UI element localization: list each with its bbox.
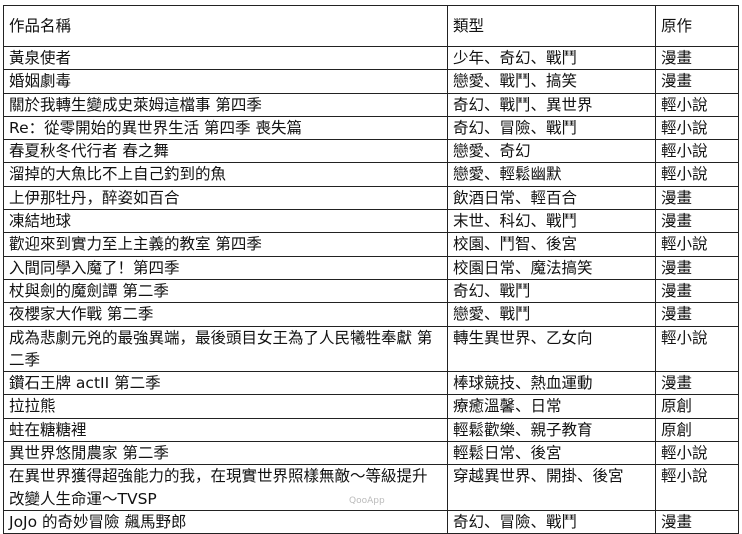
- table-row: Re：從零開始的異世界生活 第四季 喪失篇 奇幻、冒險、戰鬥 輕小說: [3, 115, 739, 141]
- cell-source: 漫畫: [655, 371, 739, 396]
- cell-source: 輕小說: [655, 441, 739, 466]
- cell-genre: 校園、鬥智、後宮: [447, 232, 656, 257]
- cell-genre: 奇幻、冒險、戰鬥: [447, 115, 656, 141]
- table-row: 異世界悠閒農家 第二季 輕鬆日常、後宮 輕小說: [3, 441, 739, 466]
- cell-source: 輕小說: [655, 325, 739, 373]
- cell-genre: 戀愛、戰鬥、搞笑: [447, 69, 656, 94]
- cell-genre: 末世、科幻、戰鬥: [447, 209, 656, 234]
- cell-genre: 戀愛、奇幻: [447, 139, 656, 164]
- table-row: 上伊那牡丹，醉姿如百合 飲酒日常、輕百合 漫畫: [3, 185, 739, 211]
- table-row: 成為悲劇元兇的最強異端，最後頭目女王為了人民犧牲奉獻 第二季 轉生異世界、乙女向輕…: [3, 325, 739, 373]
- table-row: 溜掉的大魚比不上自己釣到的魚 戀愛、輕鬆幽默 輕小說: [3, 162, 739, 187]
- cell-genre: 療癒溫馨、日常: [447, 394, 656, 419]
- table-row: 蛀在糖糖裡 輕鬆歡樂、親子教育 原創: [3, 417, 739, 443]
- table-row: 入間同學入魔了！第四季 校園日常、魔法搞笑 漫畫: [3, 255, 739, 280]
- cell-genre: 飲酒日常、輕百合: [447, 185, 656, 211]
- cell-title: 拉拉熊: [3, 394, 448, 419]
- cell-source: 輕小說: [655, 162, 739, 187]
- header-source: 原作: [655, 5, 739, 47]
- cell-title: 夜櫻家大作戰 第二季: [3, 302, 448, 327]
- header-row: 作品名稱 類型 原作: [3, 5, 739, 47]
- cell-title: JoJo 的奇妙冒險 飆馬野郎: [3, 509, 448, 534]
- cell-source: 漫畫: [655, 69, 739, 94]
- cell-source: 原創: [655, 417, 739, 443]
- cell-genre: 少年、奇幻、戰鬥: [447, 45, 656, 71]
- header-genre: 類型: [447, 5, 656, 47]
- cell-genre: 戀愛、戰鬥: [447, 302, 656, 327]
- table-row: 在異世界獲得超強能力的我，在現實世界照樣無敵～等級提升改變人生命運～TVSP 穿越…: [3, 464, 739, 511]
- cell-title: Re：從零開始的異世界生活 第四季 喪失篇: [3, 115, 448, 141]
- table-row: 婚姻劇毒 戀愛、戰鬥、搞笑 漫畫: [3, 69, 739, 94]
- table-row: 黃泉使者 少年、奇幻、戰鬥 漫畫: [3, 45, 739, 71]
- cell-genre: 奇幻、戰鬥: [447, 278, 656, 304]
- cell-genre: 奇幻、冒險、戰鬥: [447, 509, 656, 534]
- table-row: 杖與劍的魔劍譚 第二季 奇幻、戰鬥 漫畫: [3, 278, 739, 304]
- cell-source: 漫畫: [655, 185, 739, 211]
- cell-title: 上伊那牡丹，醉姿如百合: [3, 185, 448, 211]
- header-title: 作品名稱: [3, 5, 448, 47]
- cell-title: 異世界悠閒農家 第二季: [3, 441, 448, 466]
- cell-genre: 穿越異世界、開掛、後宮: [447, 464, 656, 511]
- table-row: 拉拉熊 療癒溫馨、日常 原創: [3, 394, 739, 419]
- cell-title: 春夏秋冬代行者 春之舞: [3, 139, 448, 164]
- table-row: 關於我轉生變成史萊姆這檔事 第四季 奇幻、戰鬥、異世界 輕小說: [3, 92, 739, 117]
- watermark: QooApp: [349, 496, 385, 506]
- cell-source: 漫畫: [655, 209, 739, 234]
- cell-genre: 棒球競技、熱血運動: [447, 371, 656, 396]
- cell-title: 鑽石王牌 actII 第二季: [3, 371, 448, 396]
- cell-title: 歡迎來到實力至上主義的教室 第四季: [3, 232, 448, 257]
- anime-table: 作品名稱 類型 原作 黃泉使者 少年、奇幻、戰鬥 漫畫 婚姻劇毒 戀愛、戰鬥、搞笑 漫畫關…: [3, 5, 739, 534]
- cell-source: 漫畫: [655, 509, 739, 534]
- table-row: JoJo 的奇妙冒險 飆馬野郎 奇幻、冒險、戰鬥 漫畫: [3, 509, 739, 534]
- table-row: 凍結地球 末世、科幻、戰鬥 漫畫: [3, 209, 739, 234]
- table-row: 春夏秋冬代行者 春之舞 戀愛、奇幻 輕小說: [3, 139, 739, 164]
- cell-title: 關於我轉生變成史萊姆這檔事 第四季: [3, 92, 448, 117]
- cell-genre: 輕鬆歡樂、親子教育: [447, 417, 656, 443]
- cell-source: 輕小說: [655, 464, 739, 511]
- cell-title: 蛀在糖糖裡: [3, 417, 448, 443]
- cell-genre: 輕鬆日常、後宮: [447, 441, 656, 466]
- cell-title: 成為悲劇元兇的最強異端，最後頭目女王為了人民犧牲奉獻 第二季: [3, 325, 448, 373]
- cell-source: 原創: [655, 394, 739, 419]
- cell-source: 輕小說: [655, 139, 739, 164]
- cell-genre: 轉生異世界、乙女向: [447, 325, 656, 373]
- cell-source: 輕小說: [655, 92, 739, 117]
- cell-title: 入間同學入魔了！第四季: [3, 255, 448, 280]
- cell-genre: 奇幻、戰鬥、異世界: [447, 92, 656, 117]
- table-row: 夜櫻家大作戰 第二季 戀愛、戰鬥 漫畫: [3, 302, 739, 327]
- cell-title: 凍結地球: [3, 209, 448, 234]
- table-row: 鑽石王牌 actII 第二季 棒球競技、熱血運動 漫畫: [3, 371, 739, 396]
- cell-title: 杖與劍的魔劍譚 第二季: [3, 278, 448, 304]
- cell-title: 黃泉使者: [3, 45, 448, 71]
- cell-source: 漫畫: [655, 45, 739, 71]
- table-row: 歡迎來到實力至上主義的教室 第四季 校園、鬥智、後宮 輕小說: [3, 232, 739, 257]
- cell-genre: 校園日常、魔法搞笑: [447, 255, 656, 280]
- cell-title: 溜掉的大魚比不上自己釣到的魚: [3, 162, 448, 187]
- cell-source: 漫畫: [655, 278, 739, 304]
- cell-source: 漫畫: [655, 302, 739, 327]
- cell-title: 婚姻劇毒: [3, 69, 448, 94]
- cell-source: 輕小說: [655, 115, 739, 141]
- cell-title: 在異世界獲得超強能力的我，在現實世界照樣無敵～等級提升改變人生命運～TVSP: [3, 464, 448, 511]
- cell-source: 漫畫: [655, 255, 739, 280]
- cell-source: 輕小說: [655, 232, 739, 257]
- cell-genre: 戀愛、輕鬆幽默: [447, 162, 656, 187]
